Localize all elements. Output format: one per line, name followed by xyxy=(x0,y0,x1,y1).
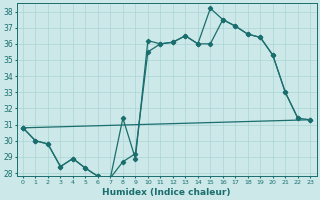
X-axis label: Humidex (Indice chaleur): Humidex (Indice chaleur) xyxy=(102,188,231,197)
